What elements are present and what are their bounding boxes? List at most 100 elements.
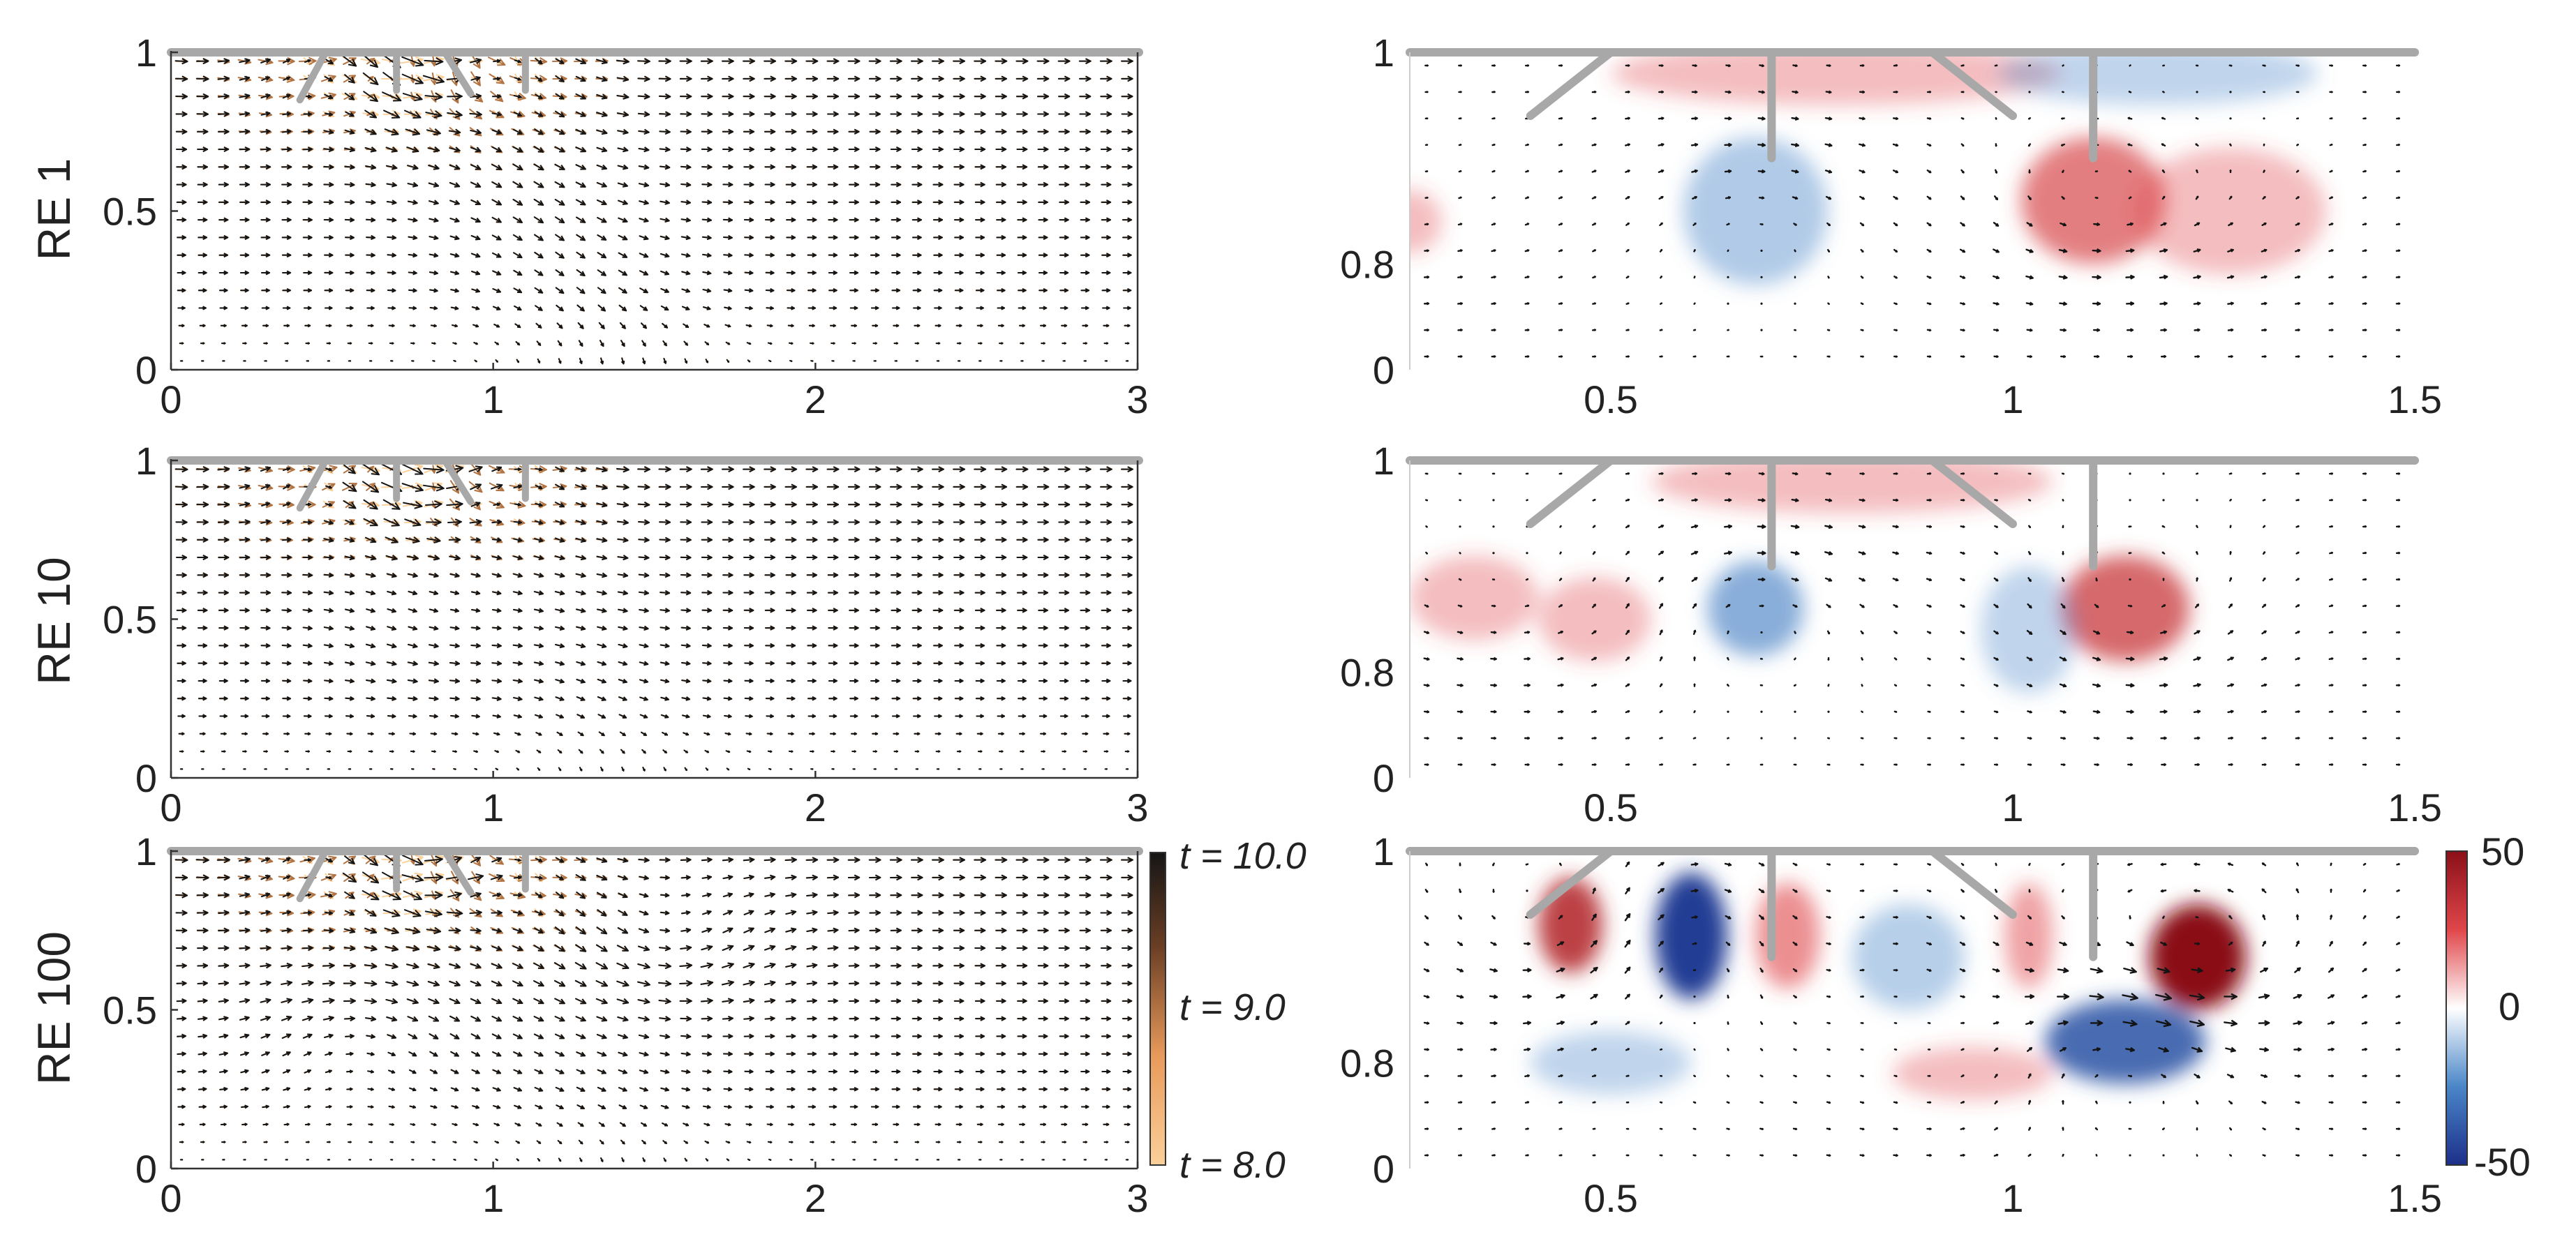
velocity-arrow <box>306 343 309 344</box>
velocity-arrow <box>495 751 498 752</box>
velocity-arrow <box>2127 329 2133 331</box>
velocity-arrow <box>198 236 207 239</box>
velocity-arrow <box>598 714 605 718</box>
velocity-arrow <box>978 324 983 326</box>
velocity-arrow <box>535 697 542 700</box>
velocity-arrow <box>199 289 207 292</box>
velocity-arrow <box>639 626 648 629</box>
velocity-arrow <box>681 165 690 169</box>
velocity-arrow <box>1426 171 1427 172</box>
velocity-arrow <box>1860 91 1864 93</box>
velocity-arrow <box>366 697 375 700</box>
velocity-arrow <box>366 644 375 648</box>
velocity-arrow <box>1526 171 1528 172</box>
velocity-arrow <box>1459 171 1461 172</box>
velocity-arrow <box>768 343 772 344</box>
velocity-arrow <box>766 200 775 204</box>
velocity-arrow <box>1692 117 1697 119</box>
velocity-arrow <box>1424 276 1429 278</box>
y-tick-label: 0 <box>1373 348 1394 392</box>
velocity-arrow <box>1659 170 1663 172</box>
velocity-arrow <box>2162 144 2165 146</box>
velocity-arrow <box>828 183 837 187</box>
velocity-arrow <box>1962 144 1963 146</box>
velocity-arrow <box>619 253 627 257</box>
velocity-arrow <box>387 644 396 648</box>
velocity-arrow <box>640 236 648 239</box>
velocity-arrow <box>1459 144 1461 145</box>
velocity-arrow <box>304 289 311 292</box>
velocity-arrow <box>472 271 479 275</box>
velocity-arrow <box>580 767 581 770</box>
velocity-arrow <box>2363 356 2366 357</box>
velocity-arrow <box>471 679 480 683</box>
velocity-arrow <box>744 94 754 99</box>
velocity-arrow <box>664 767 665 770</box>
velocity-arrow <box>263 733 268 735</box>
velocity-arrow <box>2397 276 2399 278</box>
velocity-arrow <box>493 573 500 577</box>
velocity-arrow <box>576 573 586 578</box>
velocity-arrow <box>2027 329 2032 331</box>
velocity-arrow <box>764 76 775 81</box>
velocity-arrow <box>493 218 501 223</box>
velocity-arrow <box>408 679 417 683</box>
velocity-arrow <box>387 626 396 630</box>
velocity-arrow <box>997 253 1005 257</box>
velocity-arrow <box>661 697 669 700</box>
velocity-arrow <box>682 236 690 239</box>
velocity-arrow <box>704 324 709 326</box>
velocity-arrow <box>1493 171 1495 172</box>
velocity-arrow <box>2363 276 2367 278</box>
velocity-arrow <box>1626 91 1630 93</box>
velocity-arrow <box>493 626 501 630</box>
velocity-arrow <box>870 183 879 187</box>
velocity-arrow <box>1928 144 1930 146</box>
velocity-arrow <box>304 661 312 665</box>
velocity-arrow <box>618 591 627 595</box>
velocity-arrow <box>408 644 417 648</box>
velocity-arrow <box>1861 276 1863 278</box>
y-tick-label: 0 <box>135 348 157 392</box>
velocity-arrow <box>702 183 711 187</box>
velocity-arrow <box>1694 250 1695 251</box>
velocity-arrow <box>829 236 837 239</box>
velocity-arrow <box>1526 91 1528 93</box>
velocity-arrow <box>683 324 688 327</box>
velocity-arrow <box>787 236 795 239</box>
velocity-arrow <box>892 271 900 274</box>
velocity-arrow <box>513 182 522 188</box>
velocity-arrow <box>2229 117 2231 119</box>
velocity-arrow <box>2296 356 2300 357</box>
velocity-arrow <box>1040 306 1046 309</box>
velocity-arrow <box>828 147 838 151</box>
velocity-arrow <box>643 767 644 771</box>
velocity-arrow <box>537 750 541 752</box>
velocity-arrow <box>638 59 650 64</box>
velocity-arrow <box>178 714 184 717</box>
velocity-arrow <box>891 76 901 81</box>
velocity-arrow <box>556 661 564 665</box>
velocity-arrow <box>535 306 542 310</box>
velocity-arrow <box>1459 197 1461 198</box>
velocity-arrow <box>745 253 752 257</box>
velocity-arrow <box>1122 94 1132 99</box>
velocity-arrow <box>450 661 459 666</box>
velocity-arrow <box>366 608 375 612</box>
velocity-arrow <box>598 306 604 311</box>
velocity-arrow <box>1894 65 1897 66</box>
velocity-arrow <box>1660 65 1663 66</box>
velocity-arrow <box>622 767 623 771</box>
velocity-arrow <box>577 697 585 700</box>
velocity-arrow <box>285 343 288 344</box>
velocity-arrow <box>2060 276 2067 279</box>
velocity-arrow <box>2363 223 2366 225</box>
velocity-arrow <box>2329 276 2332 278</box>
velocity-arrow <box>240 218 248 221</box>
velocity-arrow <box>724 236 732 239</box>
velocity-arrow <box>514 714 521 718</box>
velocity-arrow <box>2230 144 2231 146</box>
velocity-arrow <box>241 253 248 257</box>
velocity-arrow <box>660 183 669 187</box>
velocity-arrow <box>1593 223 1595 225</box>
